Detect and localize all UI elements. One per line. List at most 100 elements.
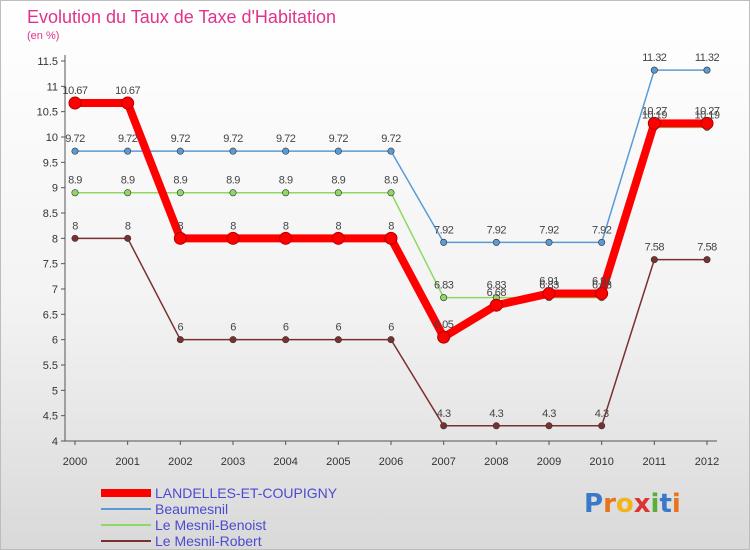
data-label: 8.9: [331, 175, 345, 187]
legend-item[interactable]: Beaumesnil: [101, 501, 421, 517]
data-point: [71, 234, 79, 242]
data-label: 6.83: [487, 280, 507, 292]
data-point: [492, 238, 500, 246]
y-tick-label: 5: [52, 385, 58, 397]
data-label: 6: [178, 322, 184, 334]
data-point: [437, 330, 451, 344]
x-tick-label: 2012: [695, 456, 719, 468]
data-point: [598, 422, 606, 430]
data-label: 8: [336, 220, 342, 232]
x-tick-label: 2006: [379, 456, 403, 468]
data-point: [440, 238, 448, 246]
data-label: 11.32: [642, 52, 667, 64]
data-point: [124, 234, 132, 242]
data-label: 11.32: [695, 52, 720, 64]
data-point: [334, 147, 342, 155]
data-label: 8: [178, 220, 184, 232]
y-tick-label: 11: [47, 81, 58, 93]
data-label: 9.72: [118, 133, 138, 145]
legend-label: Le Mesnil-Benoist: [155, 517, 267, 533]
data-point: [124, 147, 132, 155]
data-label: 8.9: [226, 175, 240, 187]
data-label: 10.27: [642, 105, 667, 117]
data-label: 6: [283, 322, 289, 334]
data-point: [489, 298, 503, 312]
data-point: [545, 238, 553, 246]
data-point: [124, 189, 132, 197]
data-point: [387, 336, 395, 344]
y-tick-label: 7.5: [43, 259, 58, 271]
data-label: 7.92: [539, 224, 559, 236]
y-tick-label: 8: [52, 233, 58, 245]
y-tick-label: 8.5: [43, 208, 58, 220]
data-point: [598, 238, 606, 246]
y-tick-label: 9: [52, 183, 58, 195]
data-point: [595, 287, 609, 301]
x-tick-label: 2003: [221, 456, 245, 468]
legend-swatch: [101, 540, 151, 542]
x-tick-label: 2009: [537, 456, 561, 468]
data-label: 10.27: [694, 105, 719, 117]
y-tick-label: 4.5: [43, 411, 58, 423]
data-label: 6.68: [487, 287, 507, 299]
data-point: [282, 336, 290, 344]
data-point: [334, 189, 342, 197]
data-point: [545, 422, 553, 430]
legend-label: LANDELLES-ET-COUPIGNY: [155, 485, 338, 501]
data-point: [387, 147, 395, 155]
data-label: 6.83: [592, 280, 612, 292]
data-label: 7.92: [592, 224, 612, 236]
y-tick-label: 9.5: [43, 157, 58, 169]
data-point: [387, 189, 395, 197]
x-tick-label: 2002: [168, 456, 192, 468]
x-tick-label: 2005: [326, 456, 350, 468]
data-point: [542, 287, 556, 301]
data-point: [71, 189, 79, 197]
legend-item[interactable]: LANDELLES-ET-COUPIGNY: [101, 485, 421, 501]
x-tick-label: 2000: [63, 456, 87, 468]
chart-title: Evolution du Taux de Taxe d'Habitation: [27, 7, 336, 27]
y-tick-label: 10: [46, 132, 58, 144]
data-label: 8: [72, 220, 78, 232]
data-label: 7.58: [697, 242, 717, 254]
data-label: 10.19: [642, 109, 667, 121]
data-point: [229, 147, 237, 155]
data-point: [492, 422, 500, 430]
data-label: 8.9: [68, 175, 82, 187]
data-label: 4.3: [489, 408, 503, 420]
legend-item[interactable]: Le Mesnil-Robert: [101, 533, 421, 549]
data-point: [121, 96, 135, 110]
data-label: 8: [388, 220, 394, 232]
data-point: [384, 231, 398, 245]
legend: LANDELLES-ET-COUPIGNY Beaumesnil Le Mesn…: [101, 485, 421, 549]
unit-label: (en %): [27, 30, 60, 42]
data-label: 7.92: [434, 224, 454, 236]
data-point: [176, 336, 184, 344]
x-tick-label: 2007: [431, 456, 455, 468]
data-label: 6.83: [434, 280, 454, 292]
data-label: 8: [125, 220, 131, 232]
data-label: 9.72: [223, 133, 243, 145]
legend-item[interactable]: Le Mesnil-Benoist: [101, 517, 421, 533]
data-label: 8: [230, 220, 236, 232]
data-point: [68, 96, 82, 110]
data-point: [700, 116, 714, 130]
data-label: 9.72: [381, 133, 401, 145]
y-tick-label: 6.5: [43, 309, 58, 321]
data-label: 10.19: [694, 109, 719, 121]
x-tick-label: 2001: [115, 456, 139, 468]
data-label: 4.3: [595, 408, 609, 420]
data-point: [279, 231, 293, 245]
data-label: 6: [388, 322, 394, 334]
data-point: [226, 231, 240, 245]
data-label: 10.67: [62, 85, 87, 97]
x-tick-label: 2008: [484, 456, 508, 468]
data-point: [176, 189, 184, 197]
data-label: 6.91: [592, 276, 612, 288]
data-point: [282, 189, 290, 197]
data-point: [229, 336, 237, 344]
data-point: [440, 422, 448, 430]
data-label: 4.3: [542, 408, 556, 420]
